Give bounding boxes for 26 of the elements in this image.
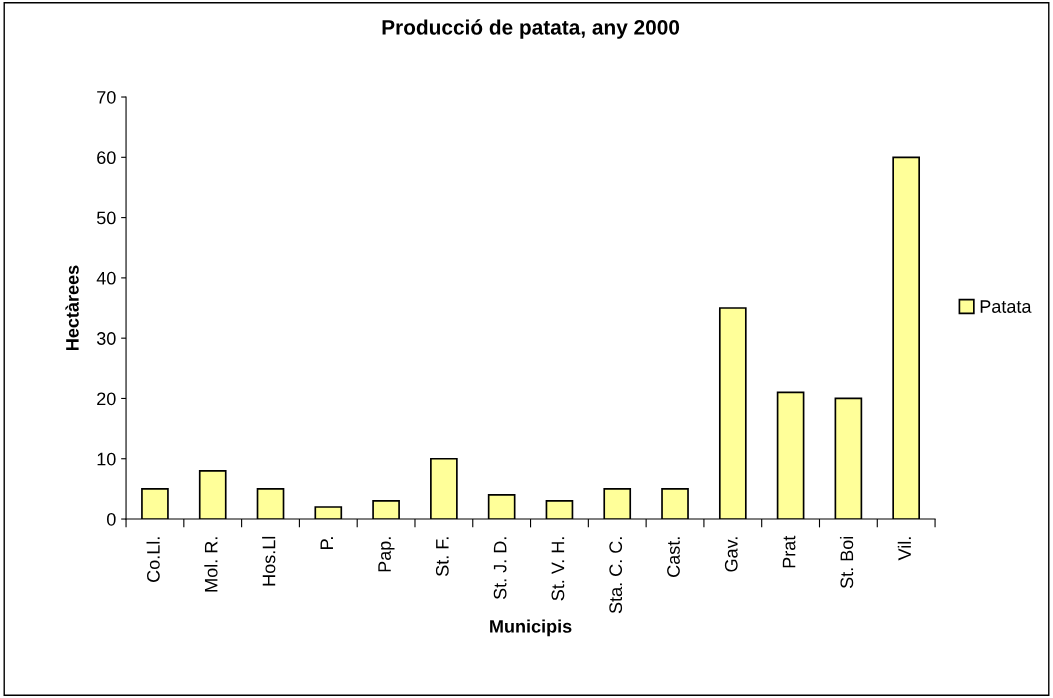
y-axis-title: Hectàrees bbox=[65, 265, 79, 350]
x-tick-label: Prat bbox=[782, 535, 796, 568]
y-tick-label: 20 bbox=[97, 392, 116, 406]
x-tick-label: Vil. bbox=[897, 537, 911, 561]
y-tick-label: 50 bbox=[96, 211, 116, 225]
x-tick-label: Cast. bbox=[667, 537, 680, 577]
y-tick-label: 70 bbox=[97, 90, 116, 104]
chart-title: Producció de patata, any 2000 bbox=[382, 19, 680, 39]
y-tick-label: 60 bbox=[97, 151, 116, 165]
x-tick-label: Co.Ll. bbox=[146, 537, 160, 582]
x-tick-label: St. F. bbox=[435, 537, 449, 577]
x-tick-label: Mol. R. bbox=[204, 537, 218, 592]
y-tick-label: 0 bbox=[106, 512, 116, 526]
x-axis-title: Municipis bbox=[490, 619, 572, 637]
y-tick-label: 40 bbox=[96, 271, 116, 285]
x-tick-label: St. J. D. bbox=[493, 537, 507, 600]
x-tick-label: Sta. C. C. bbox=[609, 537, 623, 614]
x-tick-label: Hos.Ll bbox=[262, 536, 276, 586]
y-tick-label: 10 bbox=[97, 452, 116, 466]
legend-label: Patata bbox=[980, 300, 1032, 313]
x-tick-label: St. Boi bbox=[839, 536, 854, 589]
x-tick-label: P. bbox=[320, 537, 333, 549]
x-tick-label: Gav. bbox=[724, 537, 738, 572]
x-tick-label: Pap. bbox=[378, 537, 395, 572]
y-tick-label: 30 bbox=[96, 332, 116, 345]
x-tick-label: St. V. H. bbox=[551, 537, 565, 601]
